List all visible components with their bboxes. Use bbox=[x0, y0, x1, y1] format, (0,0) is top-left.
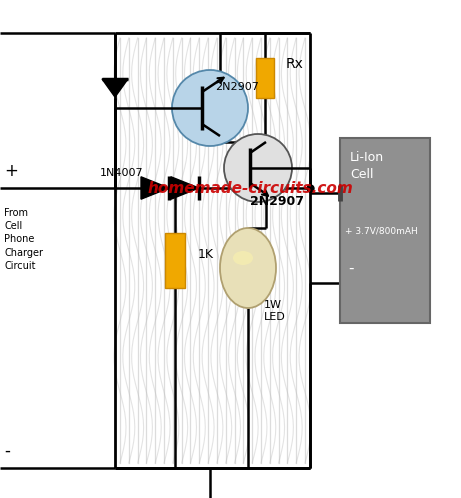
Text: homemade-circuits.com: homemade-circuits.com bbox=[148, 181, 354, 196]
Text: 1K: 1K bbox=[198, 248, 214, 261]
Text: 2N2907: 2N2907 bbox=[250, 195, 304, 208]
Text: 2N2907: 2N2907 bbox=[215, 82, 259, 92]
Text: Li-Ion
Cell: Li-Ion Cell bbox=[350, 151, 384, 181]
Text: 1N4007: 1N4007 bbox=[100, 168, 144, 178]
Text: Rx: Rx bbox=[286, 57, 304, 71]
Text: -: - bbox=[4, 442, 10, 460]
Text: From
Cell
Phone
Charger
Circuit: From Cell Phone Charger Circuit bbox=[4, 208, 43, 271]
Polygon shape bbox=[102, 79, 128, 97]
Text: 1W
LED: 1W LED bbox=[264, 300, 286, 322]
Bar bbox=[165, 233, 185, 288]
Circle shape bbox=[172, 70, 248, 146]
Bar bbox=[340, 138, 430, 323]
Text: +: + bbox=[4, 162, 18, 180]
Bar bbox=[256, 58, 274, 98]
Polygon shape bbox=[141, 177, 169, 199]
Polygon shape bbox=[171, 177, 199, 199]
Ellipse shape bbox=[220, 228, 276, 308]
Ellipse shape bbox=[233, 251, 253, 265]
Text: -: - bbox=[348, 261, 354, 276]
Text: + 3.7V/800mAH: + 3.7V/800mAH bbox=[345, 226, 418, 235]
Circle shape bbox=[224, 134, 292, 202]
